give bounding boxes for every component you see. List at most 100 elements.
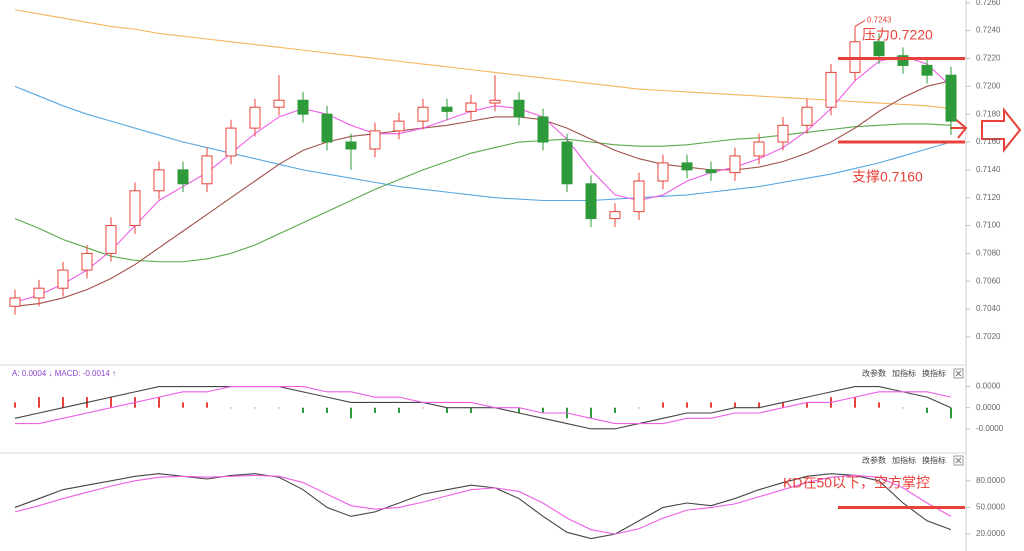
y-tick-label: 0.7120 — [976, 193, 1001, 202]
y-tick-label: -0.0000 — [976, 424, 1004, 433]
candle-body — [177, 169, 189, 185]
line-series — [14, 386, 952, 430]
y-tick-label: 0.7020 — [976, 332, 1001, 341]
macd-bar — [854, 397, 856, 408]
line-series — [14, 85, 952, 202]
candle-body — [225, 127, 237, 157]
candle-body — [465, 102, 477, 112]
macd-bar — [686, 402, 688, 408]
high-marker — [854, 20, 866, 27]
y-tick-label: 0.7220 — [976, 54, 1001, 63]
candle-body — [681, 162, 693, 171]
candle-body — [921, 64, 933, 76]
indicator-header: A: 0.0004 ↓ MACD: -0.0014 ↑ — [12, 369, 116, 378]
macd-bar — [182, 402, 184, 408]
candle-body — [273, 99, 285, 108]
macd-bar — [950, 407, 952, 419]
candle-body — [33, 287, 45, 299]
toolbar-button[interactable]: 加指标 — [892, 455, 916, 465]
candle-body — [945, 74, 957, 122]
toolbar-button[interactable]: 改参数 — [862, 368, 886, 378]
annotation-text: KD在50以下，空方掌控 — [783, 475, 930, 491]
macd-bar — [110, 397, 112, 408]
macd-bar — [62, 397, 64, 408]
candle-body — [369, 130, 381, 150]
candle-body — [657, 162, 669, 182]
arrow-icon — [950, 117, 968, 139]
macd-bar — [734, 402, 736, 408]
candle-body — [81, 252, 93, 271]
candle-body — [321, 113, 333, 143]
candle-body — [489, 99, 501, 104]
macd-bar — [278, 407, 280, 409]
macd-bar — [206, 402, 208, 408]
line-series — [14, 55, 952, 303]
y-tick-label: 0.7140 — [976, 165, 1001, 174]
y-tick-label: 0.7080 — [976, 249, 1001, 258]
candle-body — [777, 124, 789, 143]
macd-bar — [758, 402, 760, 408]
annotation-text: 支撑0.7160 — [852, 169, 923, 185]
candle-body — [585, 183, 597, 220]
high-label: 0.7243 — [867, 16, 892, 25]
annotation-text: 压力0.7220 — [862, 27, 933, 43]
candle-body — [345, 141, 357, 150]
macd-bar — [422, 407, 424, 409]
macd-bar — [662, 402, 664, 408]
macd-bar — [926, 407, 928, 413]
y-tick-label: 50.0000 — [976, 503, 1005, 512]
macd-bar — [446, 407, 448, 413]
line-series — [14, 473, 952, 540]
candle-body — [513, 99, 525, 118]
toolbar-button[interactable]: 换指标 — [922, 455, 946, 465]
macd-bar — [878, 402, 880, 408]
candle-body — [201, 155, 213, 185]
macd-bar — [398, 407, 400, 413]
macd-bar — [374, 407, 376, 413]
candle-body — [537, 116, 549, 143]
candle-body — [561, 141, 573, 185]
toolbar-button[interactable]: 改参数 — [862, 455, 886, 465]
candle-body — [753, 141, 765, 157]
macd-bar — [254, 407, 256, 409]
macd-bar — [14, 402, 16, 408]
macd-bar — [230, 407, 232, 409]
candle-body — [825, 71, 837, 108]
candle-body — [705, 169, 717, 174]
candle-body — [417, 106, 429, 122]
y-tick-label: 0.7160 — [976, 137, 1001, 146]
y-tick-label: 0.0000 — [976, 403, 1001, 412]
candle-body — [9, 297, 21, 307]
y-tick-label: 0.7180 — [976, 109, 1001, 118]
macd-bar — [902, 407, 904, 409]
macd-bar — [326, 407, 328, 413]
macd-bar — [38, 397, 40, 408]
y-tick-label: 0.7260 — [976, 0, 1001, 7]
macd-bar — [638, 407, 640, 409]
candle-body — [249, 106, 261, 129]
candle-body — [873, 41, 885, 57]
macd-bar — [614, 407, 616, 413]
y-tick-label: 80.0000 — [976, 476, 1005, 485]
macd-bar — [302, 407, 304, 413]
candle-body — [609, 211, 621, 220]
macd-bar — [470, 407, 472, 413]
candle-body — [801, 106, 813, 126]
macd-bar — [590, 407, 592, 419]
line-series — [14, 474, 952, 535]
candle-body — [129, 190, 141, 227]
toolbar-button[interactable]: 加指标 — [892, 368, 916, 378]
y-tick-label: 20.0000 — [976, 529, 1005, 538]
close-icon — [955, 457, 962, 464]
close-icon — [955, 370, 962, 377]
candle-body — [105, 225, 117, 254]
macd-bar — [806, 402, 808, 408]
line-series — [14, 9, 952, 110]
candle-body — [153, 169, 165, 192]
toolbar-button[interactable]: 换指标 — [922, 368, 946, 378]
candle-body — [441, 106, 453, 112]
line-series — [14, 123, 952, 263]
candle-body — [633, 180, 645, 213]
candle-body — [297, 99, 309, 115]
